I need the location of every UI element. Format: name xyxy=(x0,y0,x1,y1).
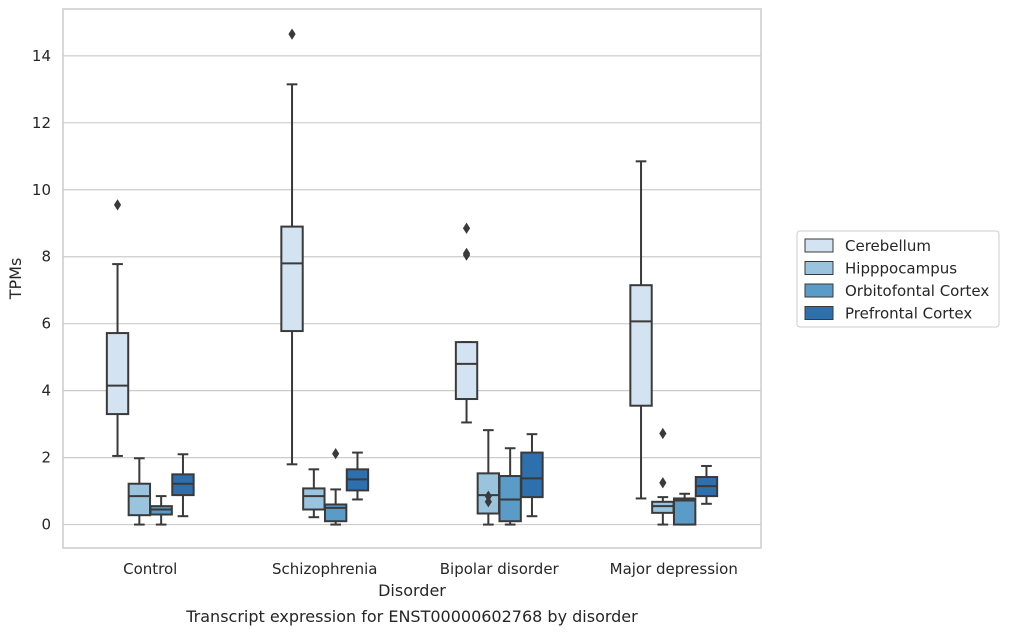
box-iqr xyxy=(629,284,653,407)
outlier-point xyxy=(484,496,492,508)
y-axis-ticks: 0 2 4 6 8 10 12 14 xyxy=(32,47,51,534)
gridlines xyxy=(63,55,761,526)
plot-frame xyxy=(62,8,762,549)
box-prefrontal-cortex xyxy=(171,453,195,518)
legend-label: Hipppocampus xyxy=(845,260,957,278)
legend-label: Cerebellum xyxy=(845,237,931,255)
box-iqr xyxy=(302,487,326,511)
y-tick-label: 0 xyxy=(41,516,51,534)
box-iqr xyxy=(651,500,675,514)
legend-swatch xyxy=(804,306,834,320)
legend-frame xyxy=(796,230,1000,328)
box-plot-area xyxy=(105,28,719,526)
outlier-point xyxy=(113,199,122,211)
x-tick-label: Control xyxy=(123,560,177,578)
y-tick-label: 12 xyxy=(32,114,51,132)
outlier-point xyxy=(288,28,296,40)
legend-label: Orbitofontal Cortex xyxy=(845,282,989,300)
y-axis-label: TPMs xyxy=(6,258,25,301)
legend-label: Prefrontal Cortex xyxy=(845,305,972,323)
outlier-point xyxy=(332,447,340,460)
x-axis-label: Disorder xyxy=(378,581,446,600)
box-cerebellum xyxy=(629,160,653,500)
box-prefrontal-cortex xyxy=(345,451,370,501)
legend-swatch xyxy=(804,238,834,253)
outlier-point xyxy=(659,477,667,489)
x-tick-label: Schizophrenia xyxy=(272,560,377,578)
box-iqr xyxy=(672,497,697,526)
box-cerebellum xyxy=(454,222,479,424)
box-hipppocampus xyxy=(476,429,501,526)
y-tick-label: 2 xyxy=(41,449,51,467)
box-hipppocampus xyxy=(302,468,326,519)
legend: Cerebellum Hipppocampus Orbitofontal Corte… xyxy=(796,230,1000,328)
outlier-point xyxy=(462,222,471,234)
box-prefrontal-cortex xyxy=(694,464,719,505)
outlier-point xyxy=(659,427,667,440)
x-tick-label: Major depression xyxy=(610,560,738,578)
y-tick-label: 14 xyxy=(32,47,51,65)
legend-swatch xyxy=(804,283,834,298)
outlier-point xyxy=(484,490,492,502)
outlier-point xyxy=(462,247,471,260)
box-iqr xyxy=(520,451,544,499)
box-iqr xyxy=(280,225,304,333)
box-orbitofontal-cortex xyxy=(323,447,348,526)
chart-caption: Transcript expression for ENST0000060276… xyxy=(185,607,638,626)
x-tick-label: Bipolar disorder xyxy=(440,560,560,578)
x-axis-ticks: Control Schizophrenia Bipolar disorder Majo… xyxy=(123,560,738,578)
box-hipppocampus xyxy=(127,457,152,526)
box-iqr xyxy=(127,482,152,517)
legend-swatch xyxy=(804,261,834,275)
box-orbitofontal-cortex xyxy=(672,492,697,526)
box-cerebellum xyxy=(280,28,304,466)
y-tick-label: 6 xyxy=(41,315,51,333)
box-orbitofontal-cortex xyxy=(149,495,173,526)
box-iqr xyxy=(105,332,130,416)
box-prefrontal-cortex xyxy=(520,433,544,518)
y-tick-label: 4 xyxy=(41,382,51,400)
y-tick-label: 10 xyxy=(32,181,51,199)
box-cerebellum xyxy=(105,199,130,457)
box-orbitofontal-cortex xyxy=(498,447,522,526)
box-iqr xyxy=(454,341,479,401)
y-tick-label: 8 xyxy=(41,248,51,266)
box-hipppocampus xyxy=(651,427,675,526)
box-iqr xyxy=(171,473,195,497)
